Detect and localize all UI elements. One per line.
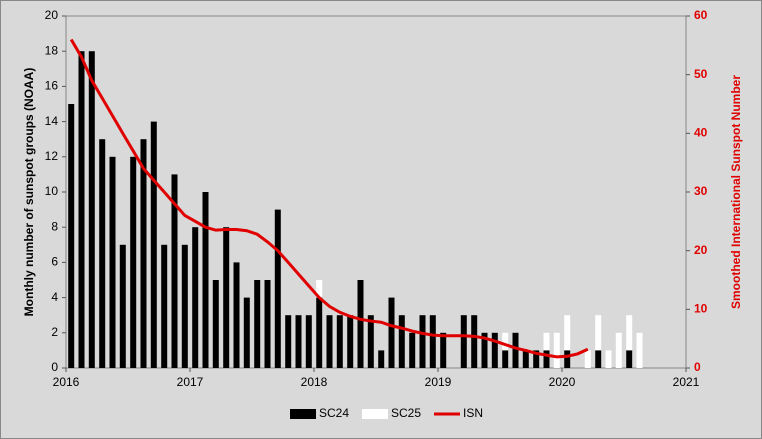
bar xyxy=(326,315,333,368)
bar xyxy=(88,51,95,368)
bar xyxy=(502,350,509,368)
bar xyxy=(460,315,467,368)
y2-tick-label: 40 xyxy=(694,126,708,140)
bar xyxy=(285,315,292,368)
bar xyxy=(595,350,602,368)
bar xyxy=(254,280,261,368)
bar xyxy=(429,315,436,368)
y-tick-label: 12 xyxy=(45,149,59,163)
legend-swatch xyxy=(362,409,388,419)
x-tick-label: 2018 xyxy=(301,375,328,389)
x-tick-label: 2020 xyxy=(549,375,576,389)
bar xyxy=(481,332,488,368)
plot-area xyxy=(65,15,687,369)
bar xyxy=(398,315,405,368)
legend-label: ISN xyxy=(463,406,483,420)
y2-axis-title: Smoothed International Sunspot Number xyxy=(729,75,743,309)
y2-tick-label: 0 xyxy=(694,360,701,374)
y-tick-label: 18 xyxy=(45,43,59,57)
bar xyxy=(140,139,147,368)
bar xyxy=(553,332,560,368)
bar xyxy=(243,297,250,368)
bar xyxy=(512,332,519,368)
bar xyxy=(347,315,354,368)
bar xyxy=(522,350,529,368)
bar xyxy=(615,332,622,368)
y-tick-label: 4 xyxy=(51,290,58,304)
y-tick-label: 10 xyxy=(45,184,59,198)
x-tick-label: 2016 xyxy=(53,375,80,389)
line xyxy=(69,38,589,359)
y2-tick-label: 10 xyxy=(694,302,708,316)
y2-tick-label: 60 xyxy=(694,8,708,22)
legend-label: SC25 xyxy=(391,406,421,420)
bar xyxy=(533,350,540,368)
y-axis-title: Monthly number of sunspot groups (NOAA) xyxy=(22,68,36,317)
bar xyxy=(99,139,106,368)
bar xyxy=(78,51,85,368)
bar xyxy=(409,332,416,368)
bar xyxy=(388,297,395,368)
bar xyxy=(471,315,478,368)
x-tick-label: 2021 xyxy=(673,375,700,389)
y-tick-label: 0 xyxy=(51,360,58,374)
bar xyxy=(223,227,230,368)
bar xyxy=(626,350,633,368)
y2-tick-label: 20 xyxy=(694,243,708,257)
y-tick-label: 20 xyxy=(45,8,59,22)
bar xyxy=(543,350,550,368)
bar xyxy=(564,350,571,368)
bar xyxy=(233,262,240,368)
bar xyxy=(68,104,75,368)
y-tick-label: 8 xyxy=(51,219,58,233)
bar xyxy=(636,332,643,368)
y-tick-label: 14 xyxy=(45,114,59,128)
bar xyxy=(305,315,312,368)
bar xyxy=(150,121,157,368)
x-tick-label: 2019 xyxy=(425,375,452,389)
bar xyxy=(181,244,188,368)
bar xyxy=(584,350,591,368)
bar xyxy=(595,315,602,368)
bar xyxy=(130,156,137,368)
bar xyxy=(626,315,633,368)
bar xyxy=(440,332,447,368)
bar xyxy=(202,192,209,368)
bar xyxy=(192,227,199,368)
y2-tick-label: 30 xyxy=(694,184,708,198)
bar xyxy=(564,315,571,368)
bar xyxy=(605,350,612,368)
y-tick-label: 6 xyxy=(51,255,58,269)
y2-tick-label: 50 xyxy=(694,67,708,81)
legend-label: SC24 xyxy=(319,406,349,420)
bar xyxy=(378,350,385,368)
bar xyxy=(119,244,126,368)
bar xyxy=(161,244,168,368)
bar xyxy=(274,209,281,368)
bar xyxy=(264,280,271,368)
bar xyxy=(316,297,323,368)
bar xyxy=(295,315,302,368)
legend-swatch xyxy=(290,409,316,419)
y-tick-label: 2 xyxy=(51,325,58,339)
x-tick-label: 2017 xyxy=(177,375,204,389)
y-tick-label: 16 xyxy=(45,79,59,93)
bar xyxy=(109,156,116,368)
bar xyxy=(491,332,498,368)
bar xyxy=(367,315,374,368)
bar xyxy=(171,174,178,368)
bar xyxy=(212,280,219,368)
bar xyxy=(357,280,364,368)
bar xyxy=(419,315,426,368)
bar xyxy=(336,315,343,368)
